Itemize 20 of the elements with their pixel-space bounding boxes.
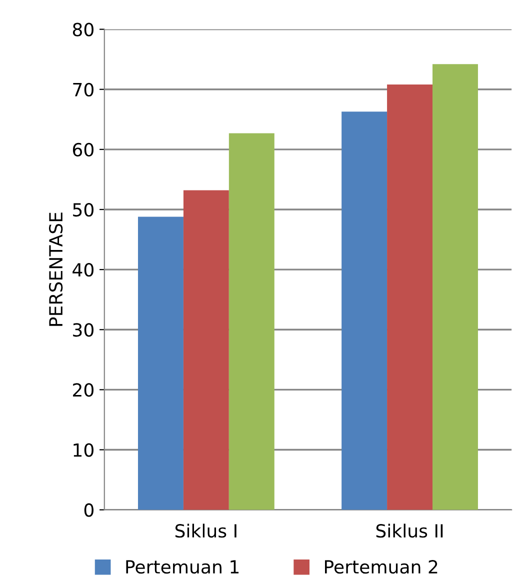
y-tick-label: 70: [73, 82, 94, 96]
bar: [228, 133, 274, 510]
y-tick-label: 60: [72, 142, 94, 157]
x-tick-label: Siklus II: [376, 524, 443, 538]
y-tick-label: 50: [73, 202, 94, 217]
y-tick-label: 20: [73, 383, 94, 397]
x-tick-label: Siklus I: [175, 524, 236, 538]
bar: [387, 84, 433, 510]
bar: [138, 216, 184, 510]
y-tick-label: 0: [84, 503, 94, 517]
y-tick-label: 40: [72, 263, 94, 277]
bar: [342, 112, 388, 510]
y-tick-label: 30: [73, 323, 94, 337]
legend-label: Pertemuan 2: [325, 560, 438, 574]
legend-label: Pertemuan 1: [126, 560, 239, 574]
bar: [183, 190, 229, 510]
y-tick-label: 80: [72, 22, 94, 36]
bar: [432, 64, 478, 510]
y-axis-title: PERSENTASE: [48, 212, 63, 326]
y-tick-label: 10: [74, 443, 94, 457]
